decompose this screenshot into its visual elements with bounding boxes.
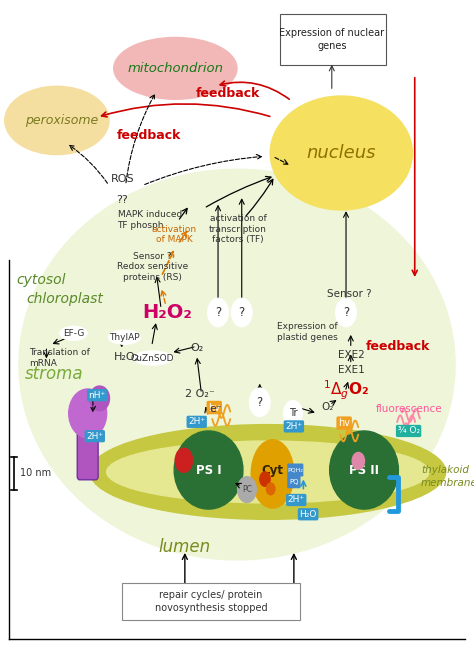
FancyBboxPatch shape bbox=[287, 476, 301, 488]
Text: Translation of
mRNA: Translation of mRNA bbox=[29, 348, 90, 368]
Text: H₂O₂: H₂O₂ bbox=[114, 352, 140, 362]
Circle shape bbox=[237, 477, 256, 503]
Ellipse shape bbox=[270, 96, 412, 210]
Text: Expression of nuclear
genes: Expression of nuclear genes bbox=[279, 28, 384, 51]
Ellipse shape bbox=[109, 330, 141, 344]
Text: Tr: Tr bbox=[289, 408, 297, 419]
Text: peroxisome: peroxisome bbox=[25, 114, 98, 127]
Text: ?: ? bbox=[238, 306, 245, 319]
Text: 2H⁺: 2H⁺ bbox=[288, 495, 305, 505]
Text: Sensor ?: Sensor ? bbox=[328, 289, 372, 299]
Text: fluorescence: fluorescence bbox=[375, 404, 442, 414]
Circle shape bbox=[283, 400, 302, 426]
Text: 2H⁺: 2H⁺ bbox=[188, 417, 205, 426]
Ellipse shape bbox=[251, 440, 294, 508]
Text: 2H⁺: 2H⁺ bbox=[285, 422, 302, 431]
FancyBboxPatch shape bbox=[287, 464, 303, 477]
Text: Expression of
plastid genes: Expression of plastid genes bbox=[277, 322, 337, 342]
Text: 2H⁺: 2H⁺ bbox=[86, 432, 103, 441]
Ellipse shape bbox=[60, 326, 87, 340]
Text: chloroplast: chloroplast bbox=[26, 292, 103, 307]
Text: e⁻: e⁻ bbox=[210, 404, 222, 414]
Ellipse shape bbox=[174, 431, 243, 509]
Text: EXE1: EXE1 bbox=[338, 365, 365, 375]
Circle shape bbox=[266, 483, 275, 495]
Text: ??: ?? bbox=[117, 195, 128, 205]
Text: CuZnSOD: CuZnSOD bbox=[131, 353, 174, 363]
Ellipse shape bbox=[133, 351, 172, 365]
Text: PS II: PS II bbox=[349, 464, 379, 477]
Text: ?: ? bbox=[343, 306, 349, 319]
Text: PQH₂: PQH₂ bbox=[287, 467, 303, 473]
Text: O₂: O₂ bbox=[322, 402, 334, 412]
Text: PC: PC bbox=[242, 485, 252, 494]
Text: feedback: feedback bbox=[117, 129, 182, 142]
Text: H₂O₂: H₂O₂ bbox=[142, 303, 192, 322]
FancyBboxPatch shape bbox=[280, 14, 386, 65]
Text: hv: hv bbox=[208, 402, 220, 413]
Circle shape bbox=[175, 448, 193, 473]
Text: 2 O₂⁻: 2 O₂⁻ bbox=[185, 389, 215, 399]
Text: nH⁺: nH⁺ bbox=[89, 391, 106, 400]
Text: EF-G: EF-G bbox=[63, 329, 84, 338]
Text: repair cycles/ protein
novosynthesis stopped: repair cycles/ protein novosynthesis sto… bbox=[155, 590, 267, 613]
Circle shape bbox=[231, 298, 252, 327]
Text: $^1\Delta_g$O₂: $^1\Delta_g$O₂ bbox=[323, 379, 369, 402]
Text: cytosol: cytosol bbox=[17, 273, 66, 287]
Text: activation of
transcription
factors (TF): activation of transcription factors (TF) bbox=[209, 214, 267, 244]
Circle shape bbox=[249, 388, 270, 417]
Ellipse shape bbox=[107, 441, 429, 503]
Text: ¾ O₂: ¾ O₂ bbox=[398, 426, 419, 436]
Text: ROS: ROS bbox=[110, 174, 134, 184]
Text: MAPK induced
TF phosph.: MAPK induced TF phosph. bbox=[118, 210, 182, 230]
Text: thylakoid
membrane: thylakoid membrane bbox=[421, 465, 474, 488]
Ellipse shape bbox=[19, 169, 455, 560]
Text: ThylAP: ThylAP bbox=[109, 333, 140, 342]
Circle shape bbox=[336, 298, 356, 327]
Text: lumen: lumen bbox=[159, 538, 211, 556]
Ellipse shape bbox=[329, 431, 398, 509]
Text: Cyt: Cyt bbox=[262, 464, 283, 477]
Text: H₂O: H₂O bbox=[300, 510, 317, 519]
Text: feedback: feedback bbox=[366, 340, 430, 353]
Circle shape bbox=[260, 472, 270, 486]
Ellipse shape bbox=[90, 425, 446, 519]
Text: hv: hv bbox=[338, 418, 350, 428]
Text: nucleus: nucleus bbox=[307, 144, 376, 162]
Ellipse shape bbox=[90, 386, 109, 411]
Ellipse shape bbox=[69, 389, 107, 438]
Text: ?: ? bbox=[215, 306, 221, 319]
Text: stroma: stroma bbox=[25, 365, 83, 383]
Text: O₂: O₂ bbox=[190, 343, 203, 353]
FancyBboxPatch shape bbox=[77, 426, 98, 480]
FancyBboxPatch shape bbox=[122, 583, 300, 620]
Ellipse shape bbox=[114, 37, 237, 100]
Text: 10 nm: 10 nm bbox=[20, 468, 51, 478]
Circle shape bbox=[208, 298, 228, 327]
Text: PS I: PS I bbox=[196, 464, 221, 477]
Circle shape bbox=[352, 452, 365, 469]
Text: feedback: feedback bbox=[195, 87, 260, 100]
Text: EXE2: EXE2 bbox=[338, 350, 365, 360]
Text: mitochondrion: mitochondrion bbox=[128, 62, 223, 75]
Text: ?: ? bbox=[256, 396, 263, 409]
Ellipse shape bbox=[5, 87, 109, 155]
Text: Sensor ?
Redox sensitive
proteins (RS): Sensor ? Redox sensitive proteins (RS) bbox=[117, 252, 188, 282]
Text: activation
of MAPK: activation of MAPK bbox=[152, 225, 197, 244]
Text: PQ: PQ bbox=[289, 479, 299, 486]
